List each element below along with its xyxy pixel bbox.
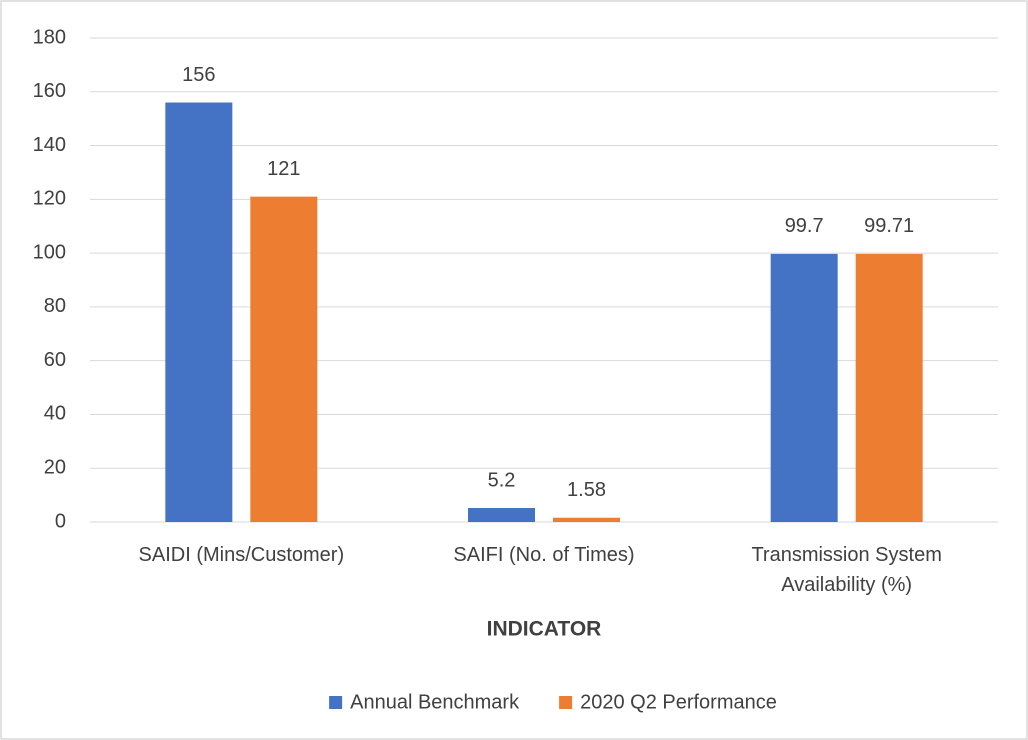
y-tick-label: 140: [33, 134, 66, 156]
y-tick-label: 20: [44, 457, 66, 479]
x-tick-label: Transmission System Availability (%): [751, 544, 942, 596]
y-tick-label: 100: [33, 241, 66, 263]
bar: [855, 253, 923, 523]
data-label: 121: [267, 158, 300, 180]
data-label: 1.58: [567, 479, 606, 501]
bar: [468, 508, 535, 522]
x-axis-title: INDICATOR: [487, 618, 602, 641]
legend-swatch: [329, 696, 343, 709]
data-label: 5.2: [488, 469, 516, 491]
legend-label: Annual Benchmark: [350, 691, 520, 713]
bar: [770, 253, 838, 522]
data-label: 99.71: [864, 215, 914, 237]
y-tick-label: 0: [55, 510, 66, 532]
bar: [165, 102, 233, 523]
data-label: 156: [182, 64, 215, 86]
bar: [250, 196, 318, 522]
legend-label: 2020 Q2 Performance: [580, 691, 777, 713]
y-tick-label: 80: [44, 295, 66, 317]
y-tick-label: 120: [33, 188, 66, 210]
data-label: 99.7: [785, 215, 824, 237]
y-tick-label: 60: [44, 349, 66, 371]
x-tick-label: SAIFI (No. of Times): [453, 544, 635, 566]
bar: [553, 517, 620, 522]
y-tick-label: 40: [44, 403, 66, 425]
x-tick-label: SAIDI (Mins/Customer): [138, 544, 345, 566]
y-tick-label: 160: [33, 80, 66, 102]
y-tick-label: 180: [33, 26, 66, 48]
legend-swatch: [559, 696, 573, 709]
